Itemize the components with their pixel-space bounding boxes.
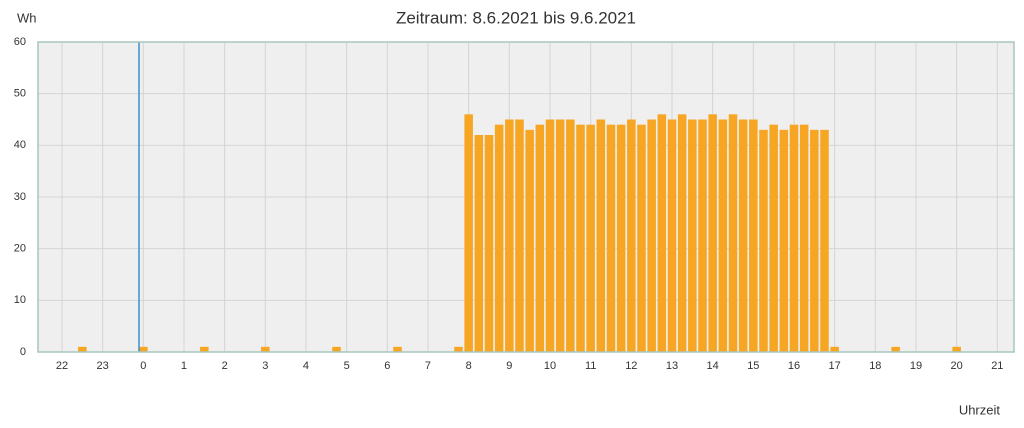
x-tick-label: 15 [747,360,759,372]
bar [891,346,900,352]
bars [78,114,961,353]
bar [789,124,799,353]
bar [494,124,504,353]
y-tick-label: 60 [14,36,26,48]
bar [830,346,839,352]
x-tick-label: 17 [829,360,841,372]
x-tick-label: 8 [466,360,472,372]
x-tick-label: 7 [425,360,431,372]
bar [738,119,748,352]
y-tick-label: 10 [14,294,26,306]
bar [688,119,697,352]
x-tick-label: 11 [585,360,596,372]
bar [261,346,270,352]
x-tick-label: 21 [991,360,1003,372]
bar [566,119,575,352]
bar [596,119,606,352]
plot-border [37,41,1015,353]
x-tick-label: 1 [181,360,187,372]
bar [606,124,616,353]
x-tick-label: 0 [140,360,146,372]
x-tick-label: 5 [344,360,350,372]
bar [759,129,768,352]
bar [586,124,595,353]
bar [667,119,677,352]
bar [393,346,402,352]
bar [139,346,148,352]
bar [464,114,473,352]
bar [454,346,463,352]
x-tick-label: 19 [910,360,922,372]
bar [525,129,534,352]
y-axis-label: Wh [17,10,37,25]
y-tick-label: 40 [14,139,26,151]
x-tick-label: 20 [951,360,963,372]
bar [779,129,789,352]
bar [616,124,626,353]
bar [698,119,707,352]
x-tick-label: 23 [97,360,109,372]
x-tick-label: 2 [222,360,228,372]
x-tick-label: 10 [544,360,556,372]
bar [535,124,545,353]
x-axis-label: Uhrzeit [959,402,1001,417]
y-tick-label: 30 [14,191,26,203]
x-tick-label: 3 [262,360,268,372]
x-tick-label: 14 [707,360,719,372]
x-tick-label: 4 [303,360,309,372]
bar [484,135,494,352]
bar [728,114,738,352]
bar [657,114,667,352]
x-tick-label: 9 [506,360,512,372]
y-tick-label: 50 [14,88,26,100]
bar [200,346,209,352]
bar [515,119,524,352]
bar [555,119,565,352]
x-tick-label: 13 [666,360,678,372]
bar [718,119,728,352]
x-tick-label: 12 [625,360,637,372]
x-tick-label: 16 [788,360,800,372]
bar [505,119,514,352]
x-tick-label: 22 [56,360,68,372]
bar [952,346,961,352]
bar [799,124,809,353]
bar [647,119,656,352]
bar [749,119,758,352]
bar [637,124,646,353]
bar [627,119,636,352]
y-tick-label: 20 [14,243,26,255]
bar [769,124,778,353]
y-tick-label: 0 [20,346,26,358]
bar [474,135,484,352]
chart-title: Zeitraum: 8.6.2021 bis 9.6.2021 [396,8,636,27]
x-tick-label: 18 [869,360,881,372]
bar [78,346,87,352]
bar [708,114,717,352]
bar [810,129,819,352]
bar [576,124,585,353]
bar [332,346,341,352]
bar [677,114,687,352]
bar [820,129,829,352]
x-tick-label: 6 [384,360,390,372]
bar [545,119,555,352]
